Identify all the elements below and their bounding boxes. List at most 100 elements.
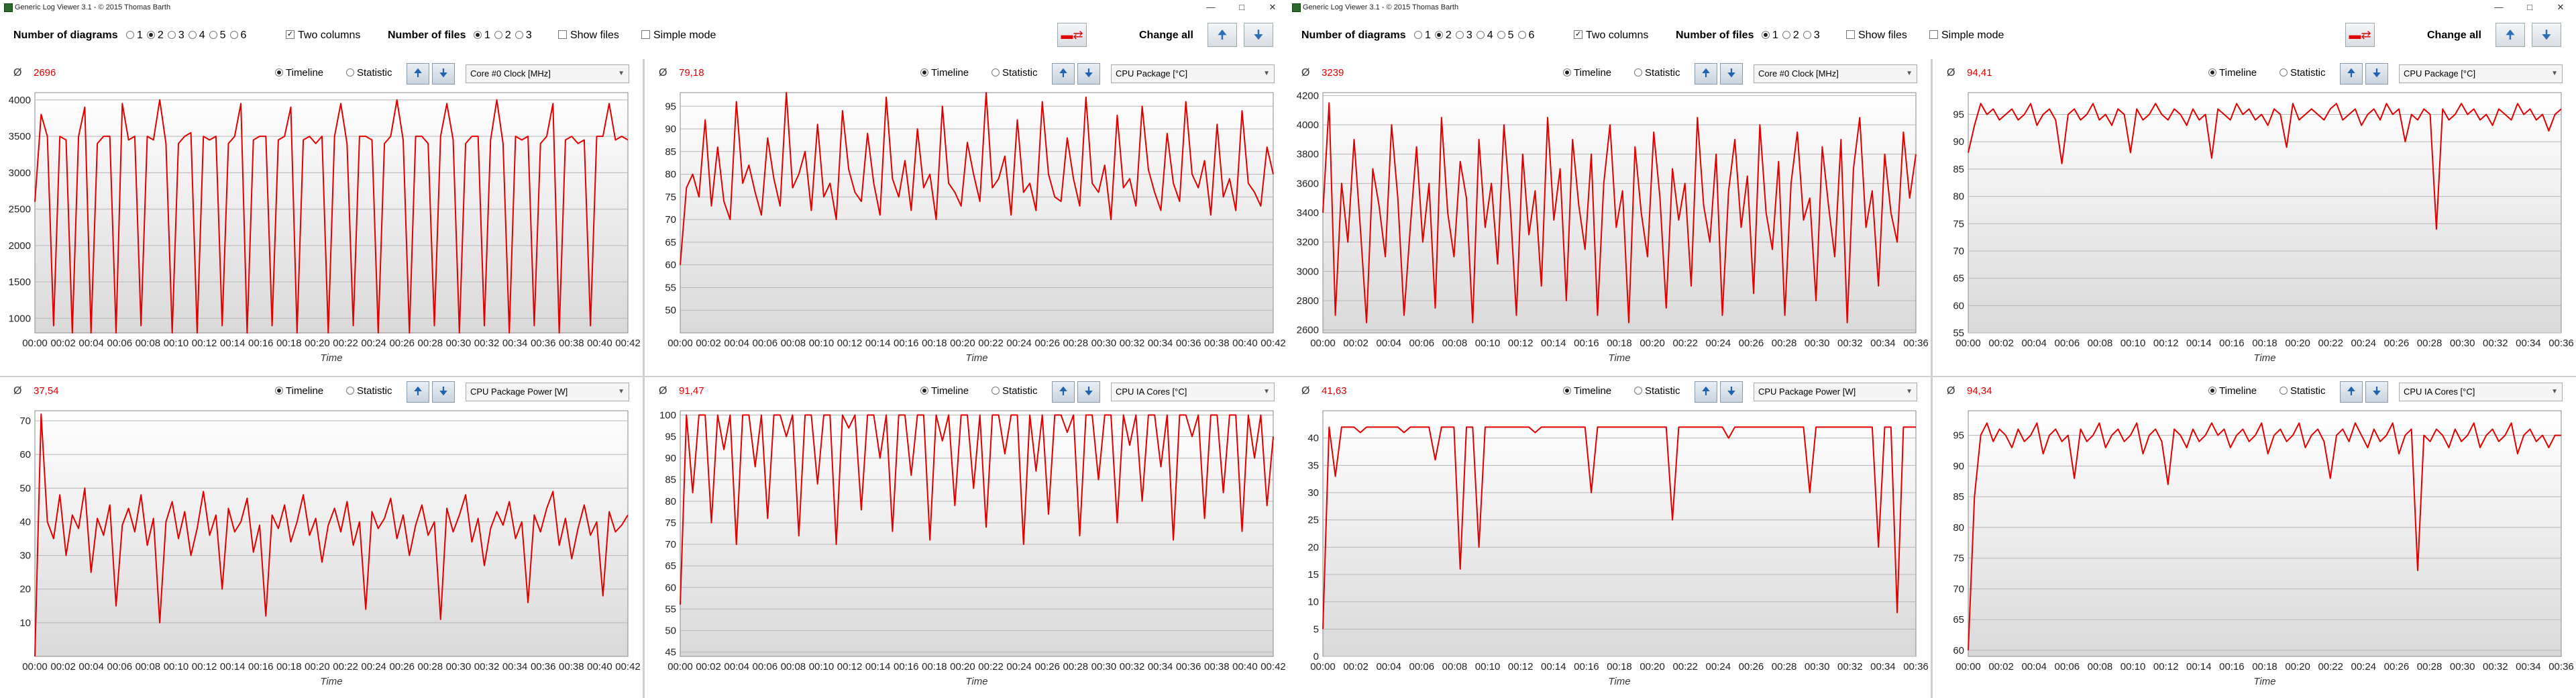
radio-icon[interactable] (346, 68, 354, 77)
radio-icon[interactable] (474, 30, 482, 39)
radio-diagrams-5[interactable]: 5 (205, 30, 226, 41)
radio-icon[interactable] (1414, 30, 1422, 39)
sensor-select[interactable]: CPU Package [°C] ▼ (1111, 64, 1275, 83)
radio-icon[interactable] (494, 30, 502, 39)
sensor-select[interactable]: CPU IA Cores [°C] ▼ (1111, 383, 1275, 401)
move-up-all-button[interactable]: 🠉 (1208, 23, 1237, 47)
radio-icon[interactable] (188, 30, 197, 39)
radio-diagrams-3[interactable]: 3 (1452, 30, 1472, 41)
move-down-button[interactable]: 🠋 (2365, 381, 2388, 403)
statistic-radio[interactable]: Statistic (2275, 385, 2326, 397)
sensor-select[interactable]: CPU Package Power [W] ▼ (1754, 383, 1917, 401)
checkbox-icon[interactable] (1846, 30, 1855, 40)
sensor-select[interactable]: CPU Package [°C] ▼ (2399, 64, 2563, 83)
maximize-icon[interactable]: □ (1239, 2, 1244, 12)
radio-icon[interactable] (346, 387, 354, 395)
close-icon[interactable]: ✕ (2557, 2, 2565, 12)
move-down-button[interactable]: 🠋 (1077, 381, 1100, 403)
radio-icon[interactable] (1434, 30, 1443, 39)
radio-icon[interactable] (920, 68, 928, 77)
statistic-radio[interactable]: Statistic (987, 385, 1038, 397)
move-down-all-button[interactable]: 🠋 (2532, 23, 2561, 47)
move-up-button[interactable]: 🠉 (407, 63, 429, 85)
timeline-radio[interactable]: Timeline (271, 385, 323, 397)
checkbox-icon[interactable] (558, 30, 567, 40)
radio-diagrams-1[interactable]: 1 (122, 30, 143, 41)
radio-files-1[interactable]: 1 (1758, 30, 1778, 41)
two-columns-checkbox[interactable]: ✓ Two columns (1574, 30, 1649, 41)
timeline-radio[interactable]: Timeline (1559, 67, 1611, 79)
timeline-radio[interactable]: Timeline (916, 385, 969, 397)
move-down-button[interactable]: 🠋 (1077, 63, 1100, 85)
simple-mode-checkbox[interactable]: Simple mode (1925, 15, 2004, 56)
timeline-radio[interactable]: Timeline (2204, 67, 2257, 79)
radio-icon[interactable] (2279, 387, 2288, 395)
move-down-button[interactable]: 🠋 (432, 63, 455, 85)
radio-diagrams-6[interactable]: 6 (1514, 30, 1534, 41)
checkbox-icon[interactable] (1929, 30, 1938, 40)
statistic-radio[interactable]: Statistic (2275, 67, 2326, 79)
radio-icon[interactable] (1782, 30, 1790, 39)
checkbox-checked-icon[interactable]: ✓ (286, 30, 294, 40)
radio-icon[interactable] (1762, 30, 1770, 39)
show-files-checkbox[interactable]: Show files (554, 15, 619, 56)
radio-icon[interactable] (2208, 387, 2216, 395)
radio-icon[interactable] (1634, 387, 1642, 395)
checkbox-icon[interactable] (641, 30, 650, 40)
radio-icon[interactable] (229, 30, 238, 39)
radio-icon[interactable] (1634, 68, 1642, 77)
radio-icon[interactable] (515, 30, 523, 39)
radio-icon[interactable] (167, 30, 176, 39)
radio-diagrams-1[interactable]: 1 (1410, 30, 1431, 41)
move-up-button[interactable]: 🠉 (1695, 63, 1717, 85)
move-down-button[interactable]: 🠋 (1720, 63, 1743, 85)
radio-icon[interactable] (1563, 387, 1571, 395)
two-columns-checkbox[interactable]: ✓ Two columns (286, 30, 361, 41)
move-up-button[interactable]: 🠉 (1052, 381, 1075, 403)
move-down-button[interactable]: 🠋 (2365, 63, 2388, 85)
move-up-button[interactable]: 🠉 (1695, 381, 1717, 403)
move-down-button[interactable]: 🠋 (1720, 381, 1743, 403)
radio-diagrams-5[interactable]: 5 (1493, 30, 1514, 41)
radio-files-2[interactable]: 2 (490, 30, 511, 41)
radio-diagrams-4[interactable]: 4 (1472, 30, 1493, 41)
line-color-button[interactable]: ▬⇄ (2345, 23, 2375, 47)
move-down-all-button[interactable]: 🠋 (1244, 23, 1273, 47)
timeline-radio[interactable]: Timeline (916, 67, 969, 79)
radio-files-1[interactable]: 1 (470, 30, 490, 41)
radio-diagrams-4[interactable]: 4 (184, 30, 205, 41)
statistic-radio[interactable]: Statistic (987, 67, 1038, 79)
radio-icon[interactable] (2279, 68, 2288, 77)
radio-files-3[interactable]: 3 (1799, 30, 1820, 41)
radio-icon[interactable] (275, 387, 283, 395)
radio-files-2[interactable]: 2 (1778, 30, 1799, 41)
checkbox-checked-icon[interactable]: ✓ (1574, 30, 1582, 40)
radio-diagrams-2[interactable]: 2 (1431, 30, 1452, 41)
timeline-radio[interactable]: Timeline (1559, 385, 1611, 397)
close-icon[interactable]: ✕ (1269, 2, 1277, 12)
statistic-radio[interactable]: Statistic (342, 67, 392, 79)
simple-mode-checkbox[interactable]: Simple mode (637, 15, 716, 56)
statistic-radio[interactable]: Statistic (1630, 385, 1680, 397)
sensor-select[interactable]: CPU IA Cores [°C] ▼ (2399, 383, 2563, 401)
timeline-radio[interactable]: Timeline (271, 67, 323, 79)
radio-icon[interactable] (275, 68, 283, 77)
show-files-checkbox[interactable]: Show files (1842, 15, 1907, 56)
move-up-all-button[interactable]: 🠉 (2496, 23, 2525, 47)
radio-icon[interactable] (920, 387, 928, 395)
sensor-select[interactable]: Core #0 Clock [MHz] ▼ (466, 64, 629, 83)
minimize-icon[interactable]: — (1206, 2, 1216, 12)
maximize-icon[interactable]: □ (2527, 2, 2532, 12)
radio-diagrams-3[interactable]: 3 (164, 30, 184, 41)
move-up-button[interactable]: 🠉 (2340, 381, 2363, 403)
radio-icon[interactable] (126, 30, 134, 39)
move-down-button[interactable]: 🠋 (432, 381, 455, 403)
minimize-icon[interactable]: — (2494, 2, 2504, 12)
radio-files-3[interactable]: 3 (511, 30, 532, 41)
statistic-radio[interactable]: Statistic (1630, 67, 1680, 79)
statistic-radio[interactable]: Statistic (342, 385, 392, 397)
radio-icon[interactable] (1455, 30, 1464, 39)
radio-icon[interactable] (1517, 30, 1526, 39)
radio-icon[interactable] (1476, 30, 1485, 39)
sensor-select[interactable]: Core #0 Clock [MHz] ▼ (1754, 64, 1917, 83)
